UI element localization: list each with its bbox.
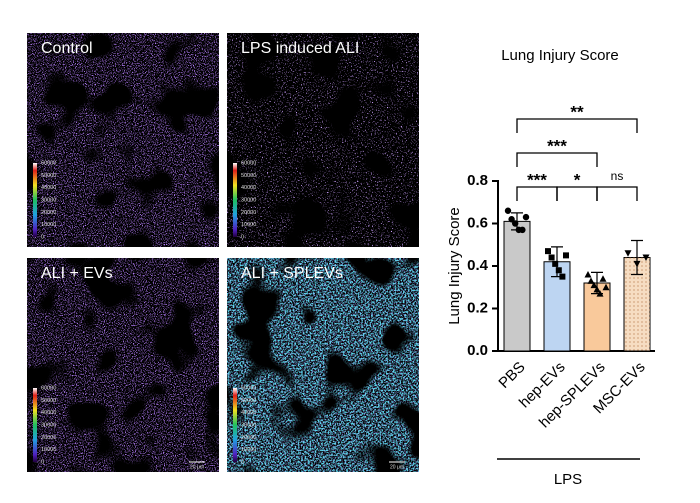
- colorbar-tick-label: 50000: [41, 398, 56, 404]
- airspace: [27, 258, 219, 472]
- panel-label: ALI + SPLEVs: [241, 265, 343, 282]
- colorbar-tick-label: 20000: [41, 210, 56, 216]
- colorbar: [233, 388, 237, 462]
- bar: [503, 220, 531, 352]
- data-point: [596, 290, 604, 297]
- colorbar-tick-label: 30000: [241, 422, 256, 428]
- significance-bracket: [596, 186, 638, 201]
- group-label: LPS: [554, 471, 582, 488]
- colorbar-tick-label: 0: [241, 234, 244, 240]
- colorbar-tick-label: 0: [241, 459, 244, 465]
- y-axis-label: Lung Injury Score: [446, 207, 463, 325]
- data-point: [504, 207, 512, 214]
- x-tick-label: PBS: [495, 359, 528, 392]
- scale-bar-label: 20 μm: [190, 464, 204, 470]
- colorbar-tick-label: 10000: [41, 447, 56, 453]
- y-tick-label: 0.0: [467, 342, 488, 359]
- data-point: [599, 275, 607, 282]
- colorbar-tick-label: 60000: [41, 160, 56, 166]
- colorbar-tick-label: 20000: [41, 435, 56, 441]
- data-point: [642, 254, 650, 261]
- image-panels: Control6000050000400003000020000100000LP…: [27, 33, 419, 472]
- y-tick-label: 0.8: [467, 172, 488, 189]
- colorbar-tick-label: 10000: [241, 222, 256, 228]
- colorbar-tick-label: 0: [41, 234, 44, 240]
- colorbar: [33, 163, 37, 237]
- y-tick-label: 0.2: [467, 299, 488, 316]
- significance-label: **: [570, 102, 584, 121]
- airspace: [27, 33, 219, 247]
- data-point: [593, 285, 601, 293]
- y-tick-label: 0.4: [467, 257, 489, 274]
- colorbar-tick-label: 20000: [241, 210, 256, 216]
- data-point: [545, 248, 551, 255]
- colorbar-tick-label: 20000: [241, 435, 256, 441]
- panel-label: ALI + EVs: [41, 265, 113, 282]
- data-point: [555, 267, 562, 274]
- chart-title: Lung Injury Score: [501, 47, 619, 64]
- colorbar-tick-label: 30000: [41, 197, 56, 203]
- error-bar: [631, 239, 643, 276]
- panel-label: Control: [41, 40, 93, 57]
- data-point: [624, 250, 632, 257]
- panel-label: LPS induced ALI: [241, 40, 359, 57]
- colorbar-tick-label: 60000: [241, 385, 256, 391]
- data-point: [584, 271, 592, 278]
- micrograph: ALI + EVs 60000 50000 40000 30000 20000 10000 0…: [27, 258, 219, 472]
- significance-label: ***: [527, 170, 547, 189]
- micrograph: Control 60000 50000 40000 30000 20000 10000 0: [27, 33, 219, 247]
- data-point: [590, 281, 598, 289]
- micrograph: ALI + SPLEVs 60000 50000 40000 30000 20000 100…: [227, 258, 419, 472]
- y-tick-label: 0.6: [467, 214, 488, 231]
- colorbar-tick-label: 40000: [241, 185, 256, 191]
- significance-label: *: [574, 170, 581, 189]
- colorbar-tick-label: 10000: [241, 447, 256, 453]
- significance-bracket: [516, 118, 638, 133]
- colorbar-tick-label: 10000: [41, 222, 56, 228]
- data-point: [519, 226, 526, 234]
- data-point: [552, 260, 559, 267]
- bar: [583, 282, 611, 352]
- colorbar-tick-label: 40000: [241, 410, 256, 416]
- data-point: [548, 254, 555, 261]
- micrograph: LPS induced ALI 60000 50000 40000 30000 20000…: [227, 33, 419, 247]
- colorbar-tick-label: 30000: [241, 197, 256, 203]
- colorbar-tick-label: 40000: [41, 410, 56, 416]
- data-point: [508, 216, 515, 223]
- data-point: [559, 273, 566, 280]
- colorbar-tick-label: 0: [41, 459, 44, 465]
- significance-label: ***: [547, 136, 567, 155]
- colorbar-tick-label: 50000: [241, 173, 256, 179]
- colorbar-tick-label: 50000: [241, 398, 256, 404]
- significance-bracket: [516, 152, 598, 167]
- data-point: [602, 283, 610, 291]
- colorbar-tick-label: 40000: [41, 185, 56, 191]
- colorbar-tick-label: 60000: [241, 160, 256, 166]
- colorbar: [233, 163, 237, 237]
- data-point: [633, 260, 641, 268]
- airspace: [227, 258, 419, 472]
- airspace: [227, 33, 419, 247]
- colorbar-tick-label: 60000: [41, 385, 56, 391]
- colorbar-tick-label: 30000: [41, 422, 56, 428]
- significance-label: ns: [611, 169, 624, 183]
- data-point: [587, 277, 595, 284]
- data-point: [563, 252, 569, 259]
- colorbar-tick-label: 50000: [41, 173, 56, 179]
- colorbar: [33, 388, 37, 462]
- data-point: [512, 220, 519, 227]
- scale-bar-label: 20 μm: [390, 464, 404, 470]
- data-point: [522, 213, 530, 221]
